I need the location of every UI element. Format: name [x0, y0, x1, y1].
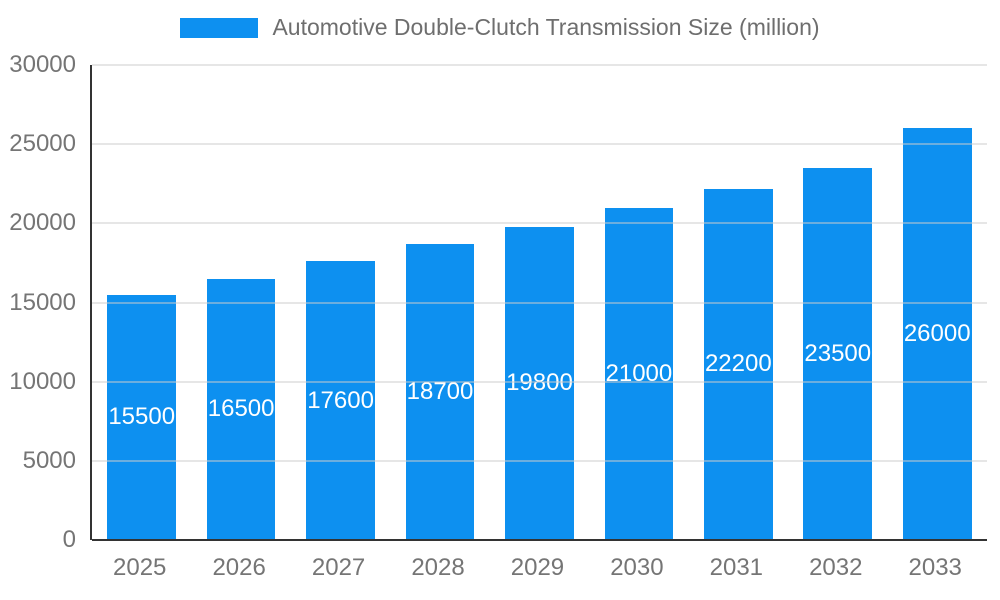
bar-cell: 17600 — [291, 65, 390, 540]
bar-cell: 15500 — [92, 65, 191, 540]
x-tick-label: 2032 — [809, 554, 863, 581]
axis-baseline — [92, 539, 987, 541]
bar-2028[interactable]: 18700 — [405, 243, 475, 540]
gridline — [92, 64, 987, 66]
legend-label: Automotive Double-Clutch Transmission Si… — [272, 14, 820, 40]
x-tick-label: 2027 — [311, 554, 366, 581]
x-tick-label: 2028 — [411, 554, 465, 581]
y-tick-label: 5000 — [22, 446, 76, 474]
y-tick-label: 15000 — [9, 288, 76, 316]
bar-value-label: 19800 — [506, 369, 573, 397]
bar-cell: 16500 — [191, 65, 290, 540]
y-tick-label: 30000 — [9, 51, 76, 78]
bar-value-label: 17600 — [307, 386, 374, 414]
bar-2029[interactable]: 19800 — [505, 226, 574, 540]
x-tick-label: 2031 — [709, 554, 764, 581]
bars-group: 15500 16500 17600 18700 19800 21000 22200 23500… — [92, 65, 987, 540]
x-tick-label: 2033 — [908, 554, 962, 581]
y-tick-label: 25000 — [9, 130, 76, 158]
y-axis: 0 5000 10000 15000 20000 25000 30000 — [0, 53, 82, 552]
plot-area: 15500 16500 17600 18700 19800 21000 22200 23500… — [90, 64, 987, 541]
bar-2026[interactable]: 16500 — [206, 278, 276, 540]
bar-cell: 18700 — [390, 65, 489, 540]
bar-cell: 26000 — [888, 65, 987, 540]
x-tick-label: 2030 — [610, 554, 664, 581]
y-tick-label: 10000 — [9, 367, 76, 395]
bar-value-label: 15500 — [108, 403, 176, 431]
x-tick-label: 2025 — [113, 554, 167, 581]
gridline — [92, 460, 987, 462]
bar-value-label: 16500 — [207, 395, 275, 423]
bar-value-label: 18700 — [406, 377, 474, 405]
bar-value-label: 22200 — [704, 350, 772, 378]
bar-2027[interactable]: 17600 — [306, 261, 375, 540]
y-tick-label: 20000 — [9, 209, 76, 237]
bar-2030[interactable]: 21000 — [604, 207, 674, 540]
bar-value-label: 23500 — [804, 339, 872, 367]
legend: Automotive Double-Clutch Transmission Si… — [0, 14, 1000, 41]
gridline — [92, 143, 987, 145]
bar-2025[interactable]: 15500 — [107, 294, 177, 540]
y-tick-label: 0 — [62, 526, 76, 553]
bar-cell: 23500 — [788, 65, 887, 540]
gridline — [92, 302, 987, 303]
bar-cell: 19800 — [490, 65, 589, 540]
gridline — [92, 222, 987, 224]
bar-value-label: 26000 — [903, 320, 971, 348]
bar-2033[interactable]: 26000 — [902, 128, 972, 540]
x-tick-label: 2029 — [510, 554, 565, 581]
bar-cell: 21000 — [589, 65, 688, 540]
x-tick-label: 2026 — [212, 554, 266, 581]
legend-swatch — [180, 17, 259, 38]
gridline — [92, 381, 987, 383]
bar-2031[interactable]: 22200 — [704, 188, 773, 540]
x-axis: 2025 2026 2027 2028 2029 2030 2031 2032 2033 — [90, 546, 985, 586]
bar-cell: 22200 — [689, 65, 788, 540]
bar-2032[interactable]: 23500 — [803, 167, 873, 540]
